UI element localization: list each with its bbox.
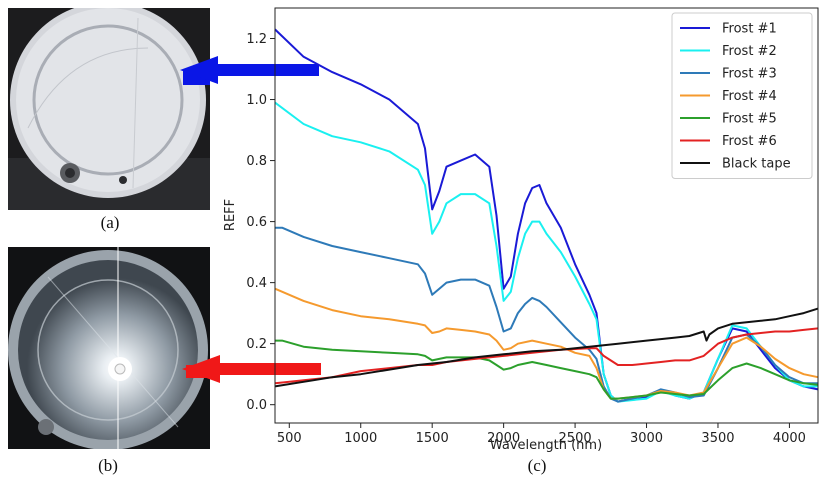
- legend-label: Black tape: [722, 157, 791, 172]
- plot-frame: [274, 7, 819, 424]
- series-line-frost-2: [274, 101, 818, 403]
- legend: Frost #1 Frost #2 Frost #3 Frost #4 Frost #5…: [671, 12, 813, 179]
- y-tick-label: 0.8: [246, 154, 267, 169]
- x-tick-label: 3000: [630, 431, 663, 446]
- photo-b-graphic: [8, 247, 210, 449]
- x-tick-label: 2500: [559, 431, 592, 446]
- legend-label: Frost #1: [722, 22, 777, 37]
- series-lines: [274, 28, 819, 403]
- x-tick-label: 3500: [701, 431, 734, 446]
- photo-b-clear-disk: [8, 247, 210, 449]
- photo-a-graphic: [8, 8, 210, 210]
- x-tick-label: 1000: [344, 431, 377, 446]
- caption-b: (b): [98, 456, 118, 475]
- caption-a: (a): [100, 213, 120, 232]
- y-axis-label: REFF: [223, 199, 238, 231]
- arrow-b-icon: [182, 355, 321, 383]
- photo-a-frost-disk: [8, 8, 210, 210]
- x-tick-label: 1500: [416, 431, 449, 446]
- legend-label: Frost #4: [722, 89, 777, 104]
- x-tick-label: 500: [277, 431, 302, 446]
- y-tick-label: 1.2: [246, 32, 267, 47]
- y-tick-label: 0.6: [246, 215, 267, 230]
- series-line-frost-4: [274, 287, 819, 400]
- legend-label: Frost #5: [722, 112, 777, 127]
- y-tick-label: 0.2: [246, 337, 267, 352]
- y-tick-label: 0.4: [246, 276, 267, 291]
- arrow-a-icon: [180, 56, 319, 84]
- legend-label: Frost #3: [722, 67, 777, 82]
- legend-label: Frost #6: [722, 134, 777, 149]
- legend-label: Frost #2: [722, 44, 777, 59]
- series-line-frost-5: [275, 339, 819, 400]
- x-axis-label: Wavelength (nm): [490, 438, 602, 453]
- y-tick-label: 0.0: [246, 398, 267, 413]
- x-tick-label: 2000: [487, 431, 520, 446]
- series-line-black-tape: [274, 307, 819, 388]
- legend-box: [671, 12, 813, 179]
- caption-c: (c): [527, 456, 547, 475]
- axis-ticks: 500 1000 1500 2000 2500 3000 3500 4000 0.0 0.2 0.4…: [246, 32, 806, 446]
- y-tick-label: 1.0: [246, 93, 267, 108]
- x-tick-label: 4000: [773, 431, 806, 446]
